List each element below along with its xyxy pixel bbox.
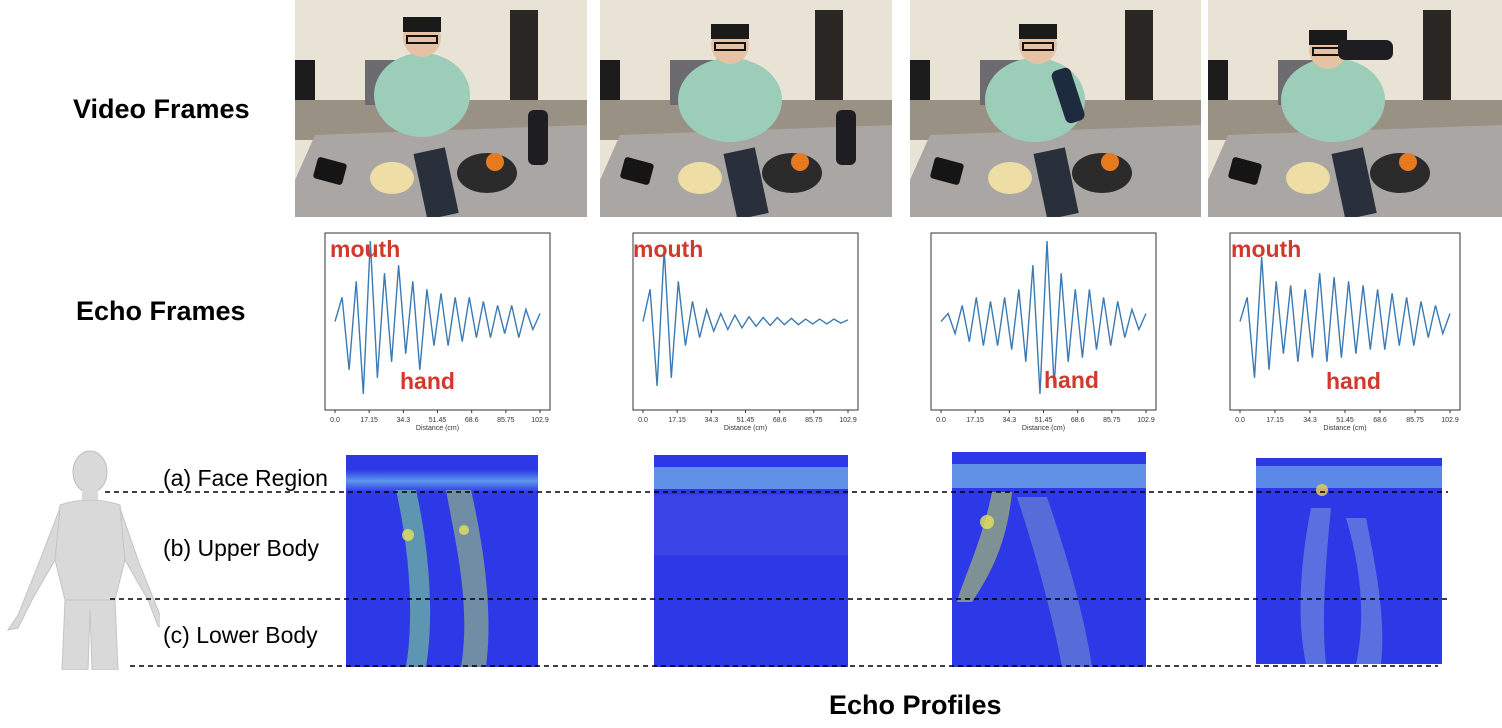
x-tick-label: 85.75 xyxy=(805,417,823,424)
x-tick-label: 34.3 xyxy=(1303,417,1317,424)
echo-plot-2: 0.0 17.15 34.3 51.45 68.6 85.75 102.9 Distance … xyxy=(632,232,859,432)
video-frame-3 xyxy=(910,0,1201,217)
echo-profile-1 xyxy=(346,455,538,667)
x-tick-label: 0.0 xyxy=(1235,417,1245,424)
x-axis-label: Distance (cm) xyxy=(416,425,459,432)
echo-plot-4: 0.0 17.15 34.3 51.45 68.6 85.75 102.9 Distance … xyxy=(1229,232,1461,432)
x-axis-label: Distance (cm) xyxy=(724,425,767,432)
x-tick-label: 68.6 xyxy=(773,417,787,424)
x-tick-label: 68.6 xyxy=(465,417,479,424)
echo-plot-1: 0.0 17.15 34.3 51.45 68.6 85.75 102.9 Distance … xyxy=(324,232,551,432)
x-tick-label: 34.3 xyxy=(705,417,719,424)
x-tick-label: 0.0 xyxy=(936,417,946,424)
x-tick-label: 85.75 xyxy=(497,417,515,424)
x-tick-label: 68.6 xyxy=(1071,417,1085,424)
video-frame-1 xyxy=(295,0,587,217)
echo-series-line xyxy=(1239,257,1451,378)
x-tick-label: 17.15 xyxy=(360,417,378,424)
x-tick-label: 68.6 xyxy=(1373,417,1387,424)
x-tick-label: 17.15 xyxy=(1266,417,1284,424)
echo-profile-3 xyxy=(952,452,1146,667)
mouth-annotation-1: mouth xyxy=(330,236,401,262)
echo-plot-3: 0.0 17.15 34.3 51.45 68.6 85.75 102.9 Distance … xyxy=(930,232,1157,432)
echo-series-line xyxy=(334,240,541,394)
echo-profile-2 xyxy=(654,455,848,667)
x-tick-label: 17.15 xyxy=(668,417,686,424)
echo-series-line xyxy=(642,248,849,386)
x-tick-label: 51.45 xyxy=(1336,417,1354,424)
mouth-annotation-4: mouth xyxy=(1231,236,1302,262)
hand-annotation-4: hand xyxy=(1326,368,1381,394)
video-frame-2 xyxy=(600,0,892,217)
upper-body-label: (b) Upper Body xyxy=(163,535,319,561)
face-region-label: (a) Face Region xyxy=(163,465,328,491)
x-tick-label: 102.9 xyxy=(531,417,549,424)
x-tick-label: 34.3 xyxy=(1003,417,1017,424)
x-tick-label: 102.9 xyxy=(1137,417,1155,424)
echo-profiles-caption: Echo Profiles xyxy=(829,690,1002,720)
x-axis-label: Distance (cm) xyxy=(1022,425,1065,432)
mouth-annotation-2: mouth xyxy=(633,236,704,262)
body-model-figure xyxy=(6,450,160,670)
echo-frames-label: Echo Frames xyxy=(76,296,246,326)
echo-series-line xyxy=(940,240,1147,394)
x-tick-label: 0.0 xyxy=(330,417,340,424)
x-tick-label: 85.75 xyxy=(1103,417,1121,424)
x-tick-label: 85.75 xyxy=(1406,417,1424,424)
x-tick-label: 51.45 xyxy=(737,417,755,424)
x-tick-label: 102.9 xyxy=(1441,417,1459,424)
x-axis-label: Distance (cm) xyxy=(1323,425,1366,432)
x-tick-label: 51.45 xyxy=(1035,417,1053,424)
x-tick-label: 17.15 xyxy=(966,417,984,424)
video-frames-label: Video Frames xyxy=(73,94,250,124)
x-tick-label: 102.9 xyxy=(839,417,857,424)
hand-annotation-3: hand xyxy=(1044,367,1099,393)
lower-body-label: (c) Lower Body xyxy=(163,622,318,648)
video-frame-4 xyxy=(1208,0,1502,217)
x-tick-label: 34.3 xyxy=(397,417,411,424)
hand-annotation-1: hand xyxy=(400,368,455,394)
x-tick-label: 0.0 xyxy=(638,417,648,424)
x-tick-label: 51.45 xyxy=(429,417,447,424)
